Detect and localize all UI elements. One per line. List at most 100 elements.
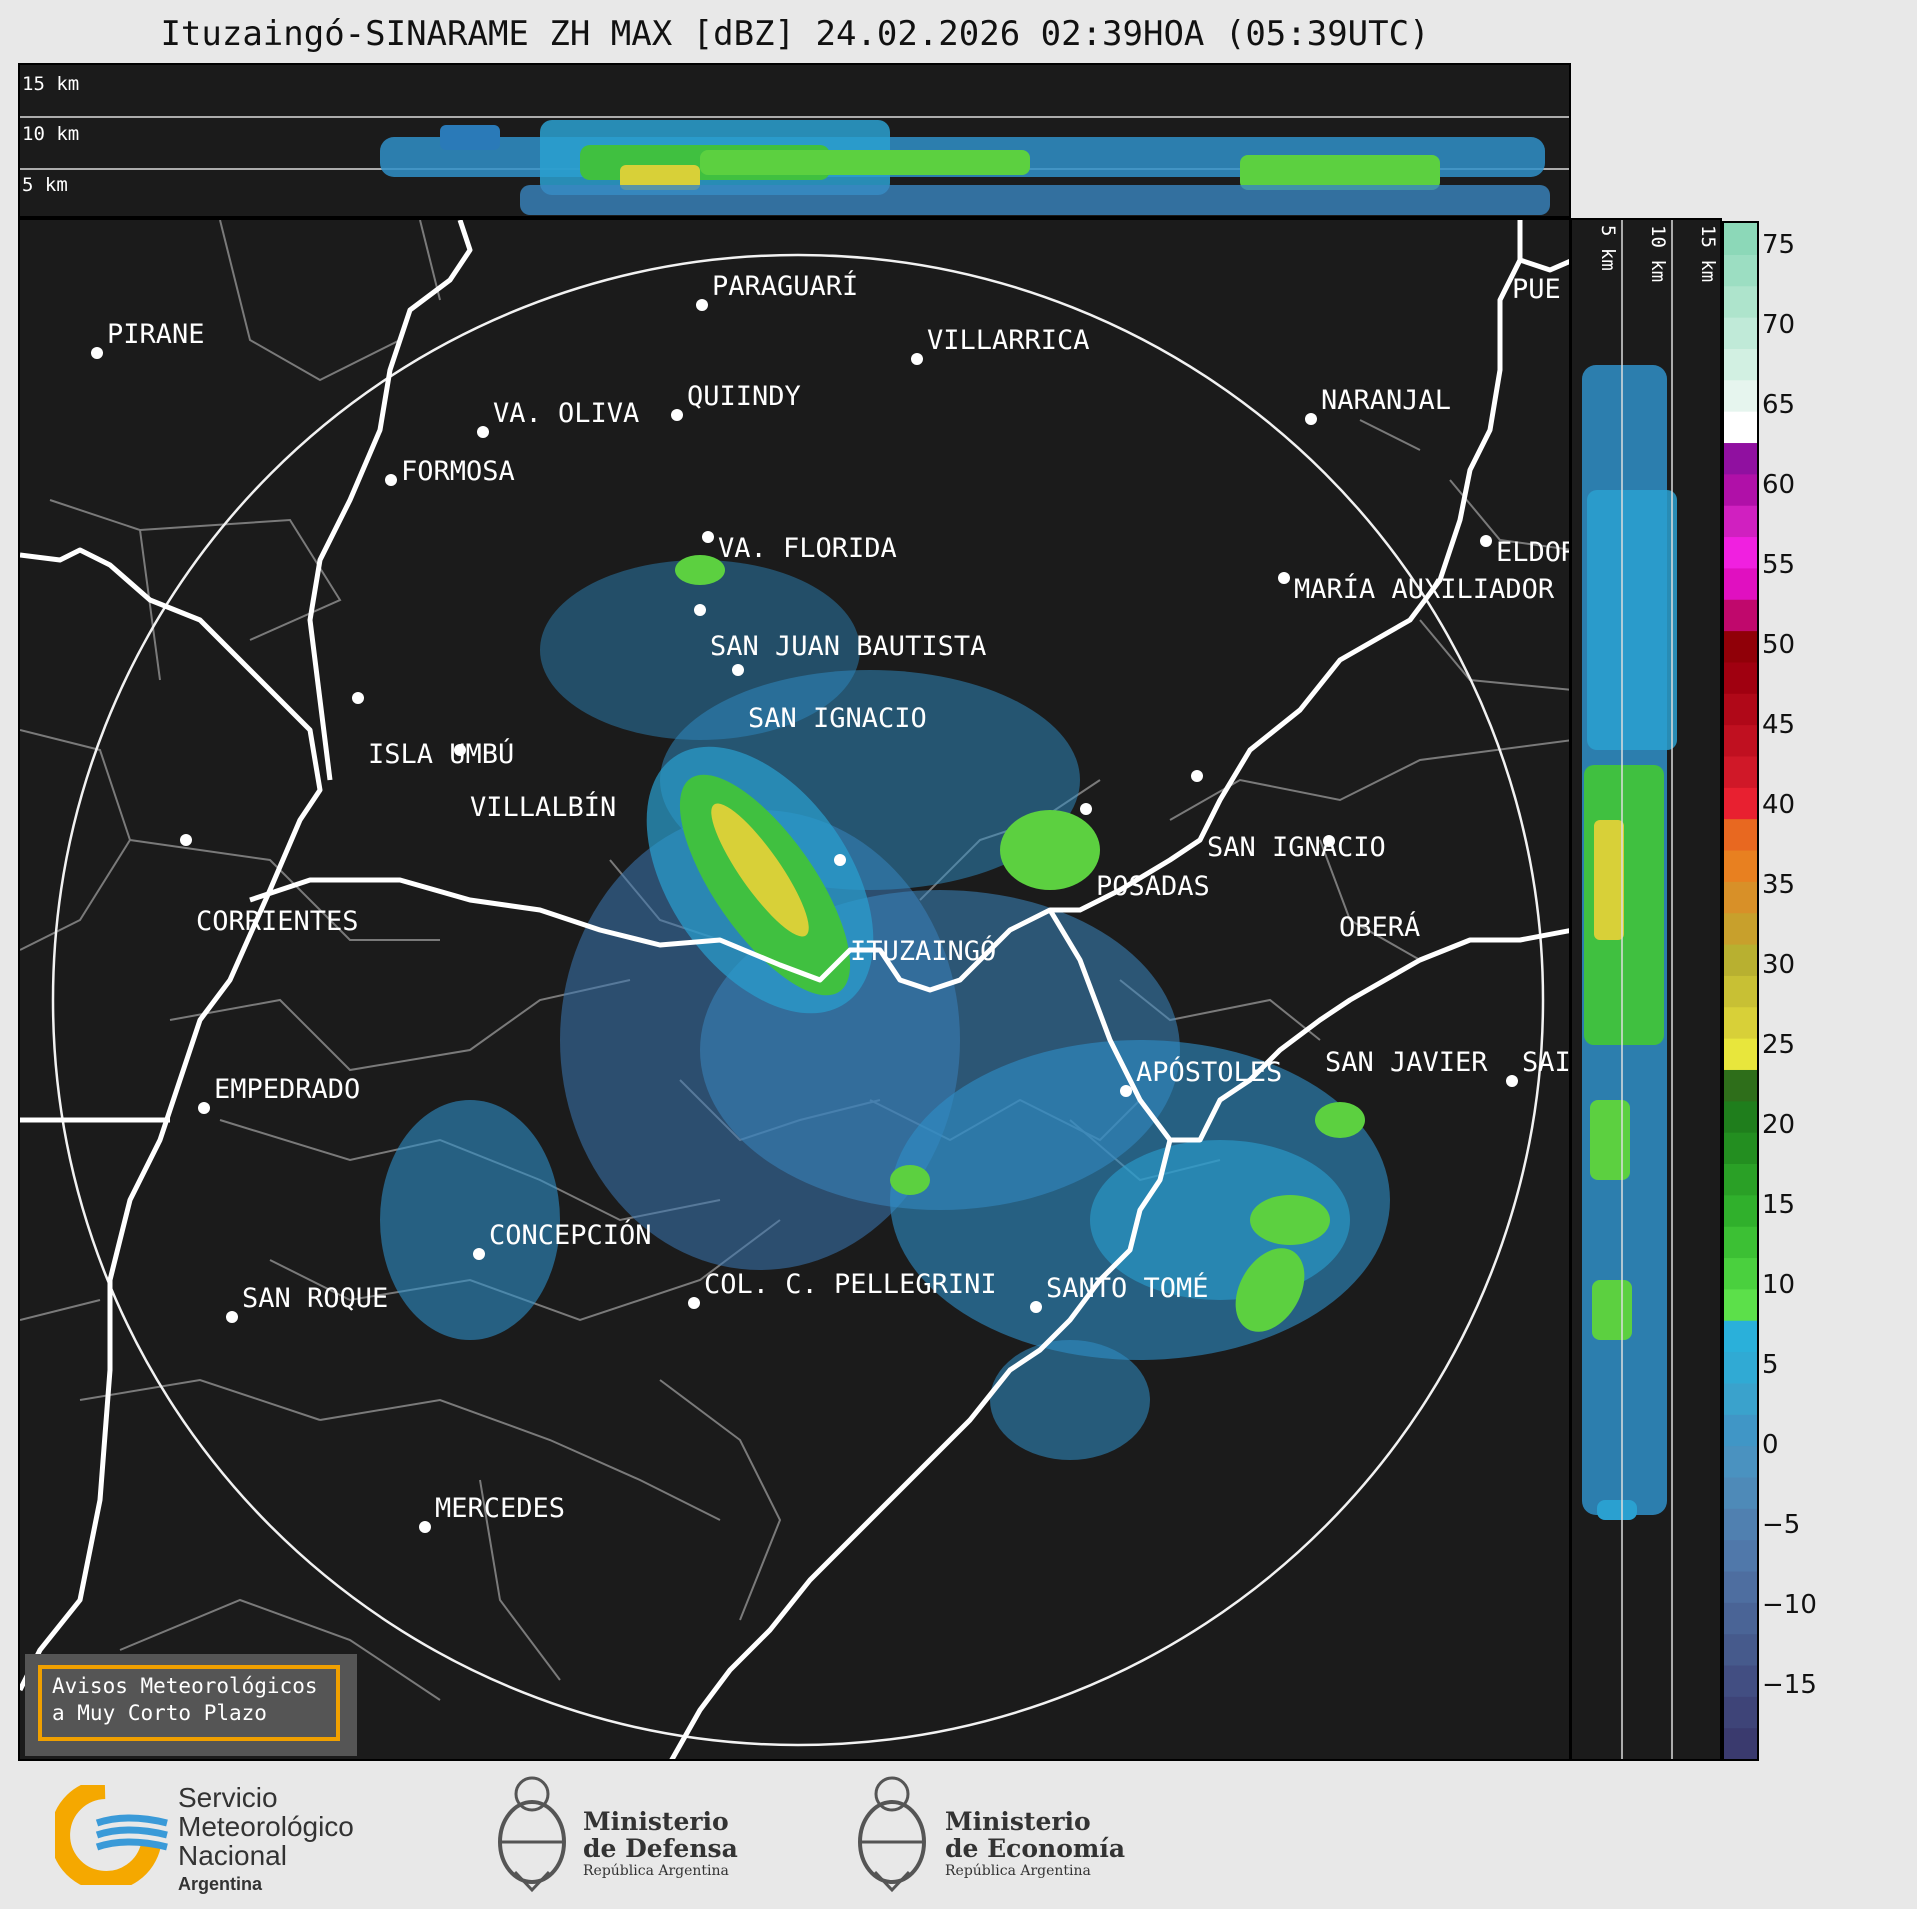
colorbar-tick: 55 bbox=[1762, 550, 1796, 580]
city-label-col-c-pellegrini: COL. C. PELLEGRINI bbox=[704, 1269, 997, 1300]
colorbar-tick: 70 bbox=[1762, 310, 1796, 340]
dbz-colorbar bbox=[1722, 221, 1759, 1761]
side-cross-section-panel: 5 km 10 km 15 km bbox=[1570, 218, 1722, 1761]
colorbar-segment bbox=[1724, 1069, 1757, 1102]
colorbar-segment bbox=[1724, 254, 1757, 287]
top-height-label-10: 10 km bbox=[22, 123, 79, 145]
colorbar-segment bbox=[1724, 1257, 1757, 1290]
city-label-concepcion: CONCEPCIÓN bbox=[489, 1219, 652, 1251]
colorbar-segment bbox=[1724, 1320, 1757, 1353]
city-label-pue: PUE bbox=[1512, 274, 1561, 305]
city-label-ituzaingo: ITUZAINGÓ bbox=[850, 935, 996, 967]
colorbar-segment bbox=[1724, 1194, 1757, 1227]
colorbar-segment bbox=[1724, 849, 1757, 882]
colorbar-segment bbox=[1724, 1570, 1757, 1603]
colorbar-segment bbox=[1724, 1539, 1757, 1572]
smn-logo-icon bbox=[55, 1785, 168, 1885]
colorbar-segment bbox=[1724, 755, 1757, 788]
colorbar-segment bbox=[1724, 1163, 1757, 1196]
city-label-san-ignacio-ar: SAN IGNACIO bbox=[1207, 832, 1386, 863]
economia-seal-icon bbox=[858, 1776, 926, 1893]
side-echo-band bbox=[1582, 365, 1677, 1520]
colorbar-segment bbox=[1724, 1508, 1757, 1541]
colorbar-tick: 5 bbox=[1762, 1350, 1779, 1380]
colorbar-segment bbox=[1724, 599, 1757, 632]
colorbar-segment bbox=[1724, 724, 1757, 757]
colorbar-segment bbox=[1724, 317, 1757, 349]
colorbar-svg bbox=[1724, 223, 1757, 1760]
smn-line2: Meteorológico bbox=[178, 1811, 354, 1842]
economia-logo-text: Ministerio de Economía República Argenti… bbox=[945, 1808, 1125, 1880]
colorbar-tick: 15 bbox=[1762, 1190, 1796, 1220]
city-label-paraguari: PARAGUARÍ bbox=[712, 270, 858, 302]
colorbar-segment bbox=[1724, 1100, 1757, 1133]
colorbar-segment bbox=[1724, 1476, 1757, 1509]
range-ring bbox=[51, 253, 1545, 1747]
colorbar-tick: 0 bbox=[1762, 1430, 1779, 1460]
colorbar-segment bbox=[1724, 223, 1757, 255]
colorbar-segment bbox=[1724, 1038, 1757, 1070]
side-height-label-5: 5 km bbox=[1597, 225, 1619, 271]
colorbar-segment bbox=[1724, 818, 1757, 851]
colorbar-segment bbox=[1724, 1727, 1757, 1760]
smn-line1: Servicio bbox=[178, 1782, 278, 1813]
colorbar-segment bbox=[1724, 536, 1757, 569]
chart-title: Ituzaingó-SINARAME ZH MAX [dBZ] 24.02.20… bbox=[160, 14, 1430, 54]
top-height-label-15: 15 km bbox=[22, 73, 79, 95]
top-echo-band bbox=[380, 120, 1550, 215]
colorbar-tick: 35 bbox=[1762, 870, 1796, 900]
colorbar-segment bbox=[1724, 1664, 1757, 1697]
city-label-pirane: PIRANE bbox=[107, 319, 205, 350]
rivers-and-borders bbox=[20, 220, 1569, 1759]
city-label-formosa: FORMOSA bbox=[401, 456, 515, 487]
colorbar-segment bbox=[1724, 348, 1757, 381]
defensa-line1: Ministerio bbox=[583, 1807, 729, 1836]
defensa-seal-icon bbox=[498, 1776, 566, 1893]
colorbar-tick: −10 bbox=[1762, 1590, 1817, 1620]
city-label-va-florida: VA. FLORIDA bbox=[718, 533, 897, 564]
colorbar-segment bbox=[1724, 943, 1757, 976]
colorbar-segment bbox=[1724, 379, 1757, 412]
city-label-villarrica: VILLARRICA bbox=[927, 325, 1090, 356]
city-label-san-juan-bautista: SAN JUAN BAUTISTA bbox=[710, 631, 986, 662]
colorbar-tick: 40 bbox=[1762, 790, 1796, 820]
colorbar-tick: 30 bbox=[1762, 950, 1796, 980]
colorbar-tick: 20 bbox=[1762, 1110, 1796, 1140]
city-label-eldor: ELDOR bbox=[1496, 537, 1571, 568]
alert-line1: Avisos Meteorológicos bbox=[52, 1674, 318, 1698]
colorbar-segment bbox=[1724, 505, 1757, 538]
colorbar-tick: −15 bbox=[1762, 1670, 1817, 1700]
colorbar-segment bbox=[1724, 1132, 1757, 1165]
colorbar-segment bbox=[1724, 693, 1757, 726]
city-label-obera: OBERÁ bbox=[1339, 911, 1420, 943]
colorbar-segment bbox=[1724, 1226, 1757, 1259]
colorbar-segment bbox=[1724, 881, 1757, 914]
colorbar-segment bbox=[1724, 567, 1757, 600]
colorbar-tick: 65 bbox=[1762, 390, 1796, 420]
colorbar-segment bbox=[1724, 1288, 1757, 1321]
city-label-san-ignacio-py: SAN IGNACIO bbox=[748, 703, 927, 734]
alert-line2: a Muy Corto Plazo bbox=[52, 1701, 267, 1725]
city-label-isla-umbu: ISLA UMBÚ bbox=[368, 738, 514, 770]
colorbar-segment bbox=[1724, 1602, 1757, 1635]
city-label-santo-tome: SANTO TOMÉ bbox=[1046, 1272, 1209, 1304]
colorbar-segment bbox=[1724, 411, 1757, 444]
colorbar-segment bbox=[1724, 285, 1757, 318]
city-label-sai: SAI bbox=[1522, 1047, 1571, 1078]
colorbar-segment bbox=[1724, 1696, 1757, 1729]
radar-echoes bbox=[380, 555, 1390, 1460]
city-label-san-roque: SAN ROQUE bbox=[242, 1283, 388, 1314]
city-label-empedrado: EMPEDRADO bbox=[214, 1074, 360, 1105]
top-cross-section-svg: 15 km 10 km 5 km bbox=[20, 73, 1569, 215]
colorbar-segment bbox=[1724, 442, 1757, 475]
colorbar-tick: 50 bbox=[1762, 630, 1796, 660]
colorbar-segment bbox=[1724, 1445, 1757, 1478]
side-height-label-10: 10 km bbox=[1647, 225, 1669, 282]
economia-line1: Ministerio bbox=[945, 1807, 1091, 1836]
city-label-villalbin: VILLALBÍN bbox=[470, 791, 616, 823]
city-labels: PARAGUARÍ VILLARRICA PIRANE QUIINDY VA. … bbox=[107, 270, 1571, 1524]
alert-box: Avisos Meteorológicos a Muy Corto Plazo bbox=[38, 1665, 340, 1741]
colorbar-segment bbox=[1724, 1351, 1757, 1384]
city-label-mercedes: MERCEDES bbox=[435, 1493, 565, 1524]
radar-map-svg: PARAGUARÍ VILLARRICA PIRANE QUIINDY VA. … bbox=[20, 220, 1571, 1759]
